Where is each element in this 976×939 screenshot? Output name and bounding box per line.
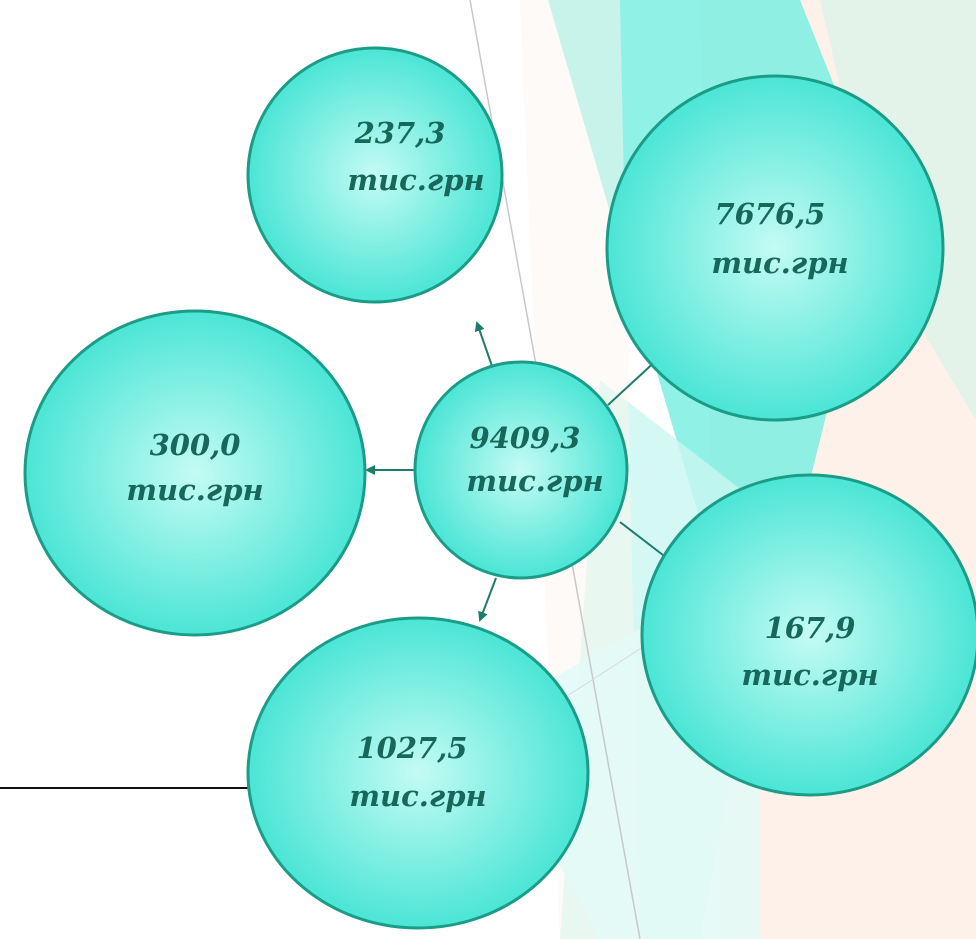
node-circle [246, 616, 590, 930]
nodes: 9409,3 тис.грн 237,3 тис.грн 7676,5 тис.… [23, 46, 976, 930]
node-circle [605, 74, 945, 422]
node-value: 237,3 [354, 116, 446, 150]
node-unit: тис.грн [347, 163, 484, 197]
node-circle [23, 309, 367, 637]
arrow [474, 321, 493, 367]
node-unit: тис.грн [466, 464, 603, 498]
node-value: 1027,5 [357, 731, 468, 765]
arrow [478, 577, 497, 622]
node-circle [413, 360, 629, 580]
node-circle [640, 473, 976, 797]
node-unit: тис.грн [126, 473, 263, 507]
node-value: 7676,5 [715, 197, 826, 231]
node-value: 9409,3 [470, 421, 581, 455]
node-value: 167,9 [765, 611, 856, 645]
node-unit: тис.грн [741, 658, 878, 692]
node-unit: тис.грн [349, 779, 486, 813]
node-circle [246, 46, 504, 304]
node-value: 300,0 [150, 428, 241, 462]
node-unit: тис.грн [711, 246, 848, 280]
